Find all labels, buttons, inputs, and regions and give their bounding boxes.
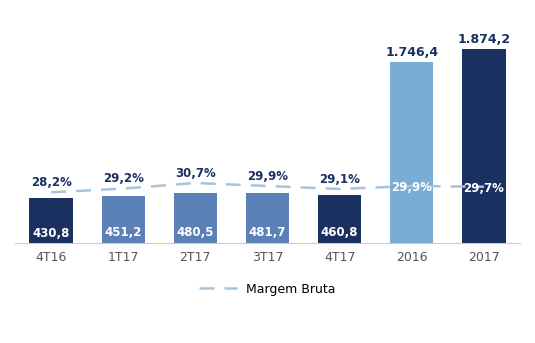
Text: 29,2%: 29,2% <box>103 173 144 186</box>
Bar <box>318 196 361 243</box>
Text: 29,7%: 29,7% <box>463 182 505 195</box>
Bar <box>174 193 217 243</box>
Bar <box>462 49 506 243</box>
Text: 28,2%: 28,2% <box>30 176 72 189</box>
Text: 460,8: 460,8 <box>321 226 358 239</box>
Bar <box>390 62 433 243</box>
Text: 430,8: 430,8 <box>33 227 70 239</box>
Text: 481,7: 481,7 <box>249 226 286 239</box>
Bar <box>246 193 289 243</box>
Text: 480,5: 480,5 <box>177 226 214 239</box>
Bar <box>29 199 73 243</box>
Text: 1.746,4: 1.746,4 <box>385 46 438 59</box>
Text: 1.874,2: 1.874,2 <box>457 33 510 46</box>
Text: 451,2: 451,2 <box>104 226 142 239</box>
Text: 30,7%: 30,7% <box>175 167 216 180</box>
Legend: Margem Bruta: Margem Bruta <box>194 278 341 301</box>
Text: 29,9%: 29,9% <box>391 181 432 194</box>
Text: 29,1%: 29,1% <box>319 173 360 186</box>
Bar <box>102 196 145 243</box>
Text: 29,9%: 29,9% <box>247 170 288 183</box>
